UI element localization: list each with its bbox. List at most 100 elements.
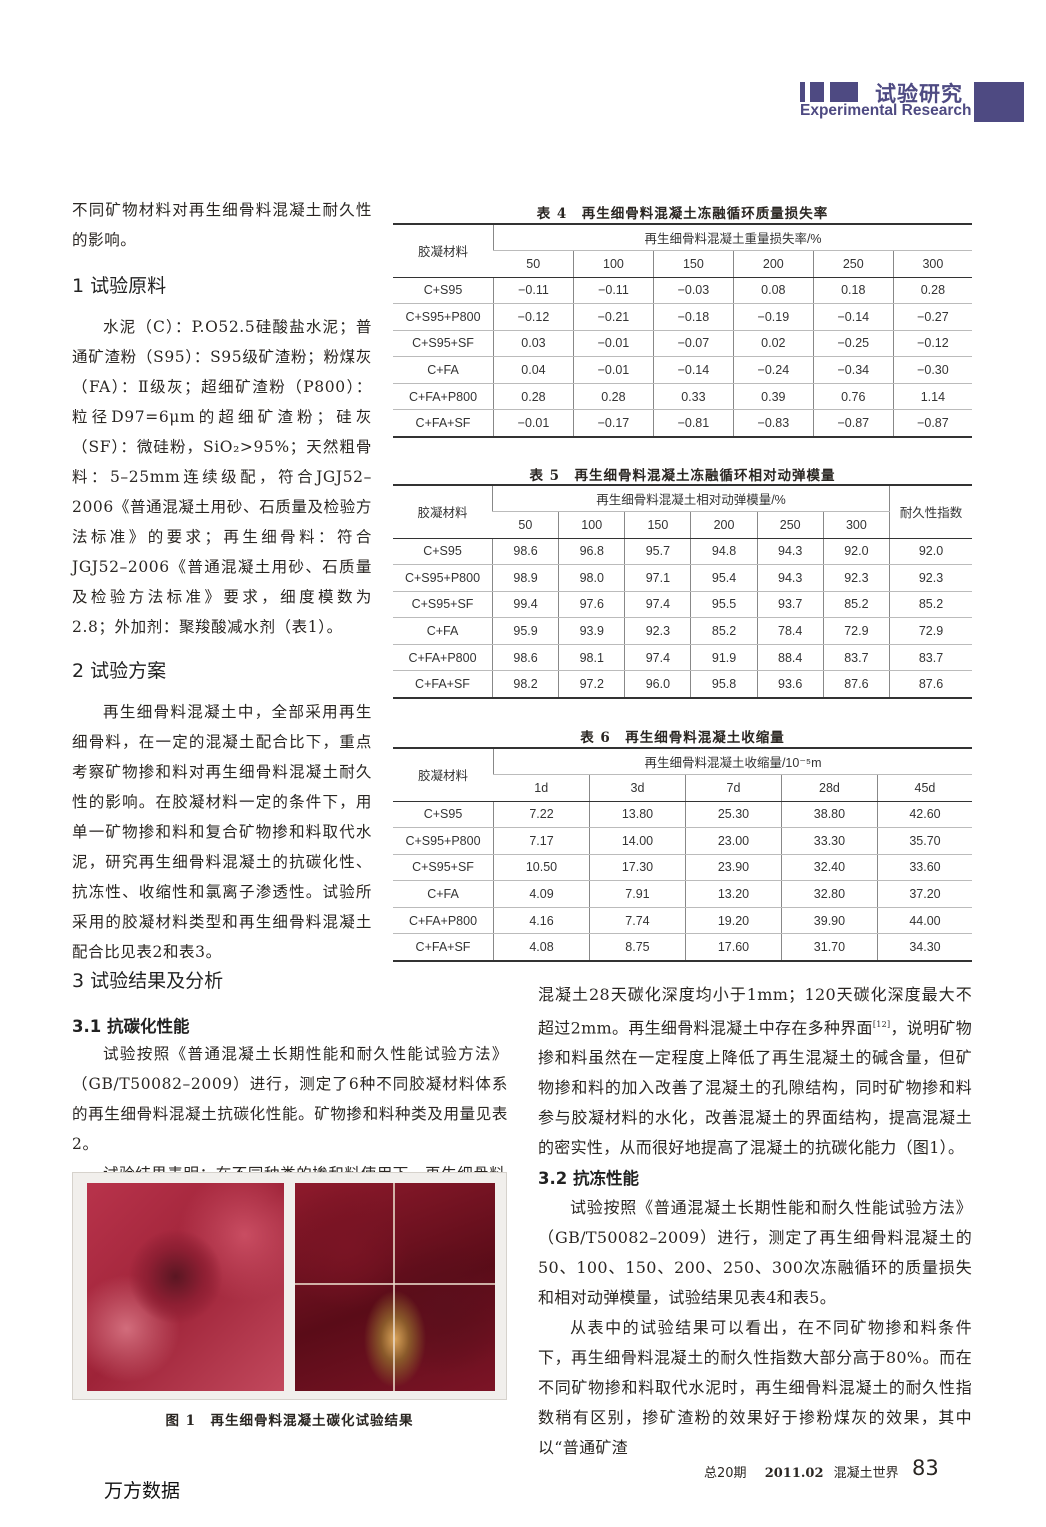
table-cell: 0.03 [493,330,574,358]
table-cell: 97.2 [558,670,625,699]
table-cell: 7.91 [588,880,686,908]
footer-info: 总20期 2011.02 混凝土世界 [704,1462,899,1481]
table-cell: 92.3 [624,617,691,645]
table-cell: 0.76 [812,383,894,411]
column-header: 100 [572,250,654,278]
table-cell: 93.9 [558,617,625,645]
table-row: C+S95+SF 10.50 17.30 23.90 32.40 33.60 [393,854,972,882]
table-row: C+S95 −0.11 −0.11 −0.03 0.08 0.18 0.28 [393,277,972,305]
table-cell: 33.60 [876,854,972,882]
table-6-group-header: 再生细骨料混凝土收缩量/10⁻⁵m [493,747,972,775]
footer-issue: 总20期 [704,1466,747,1481]
table-cell: −0.81 [652,409,734,438]
table-cell: −0.30 [892,356,972,384]
section-3-1-title: 3.1 抗碳化性能 [72,1017,190,1036]
table-cell: 98.6 [491,538,559,566]
table-cell: −0.12 [892,330,972,358]
table-cell: −0.18 [652,303,734,331]
row-label: C+FA [393,617,493,645]
table-cell: 19.20 [684,907,782,935]
table-cell: 0.04 [493,356,574,384]
row-label: C+S95 [393,277,494,305]
table-cell: −0.01 [572,356,654,384]
table-cell: 72.9 [889,617,972,645]
table-row: C+S95+P800 7.17 14.00 23.00 33.30 35.70 [393,827,972,855]
table-cell: 0.18 [812,277,894,305]
table-cell: 8.75 [588,933,686,962]
table-cell: 96.0 [624,670,691,699]
row-label: C+FA+P800 [393,907,494,935]
carbonation-discussion: 混凝土28天碳化深度均小于1mm；120天碳化深度最大不超过2mm。再生细骨料混… [538,980,972,1163]
page-number: 83 [912,1456,939,1480]
table-5-durability-header: 耐久性指数 [889,484,972,539]
row-label: C+S95+SF [393,330,494,358]
column-header: 200 [732,250,814,278]
table-row: C+FA 95.9 93.9 92.3 85.2 78.4 72.9 72.9 [393,617,972,645]
carbonation-photo-right [295,1183,495,1391]
table-6-row-header: 胶凝材料 [393,747,494,802]
table-cell: −0.12 [493,303,574,331]
table-4-caption: 表 4 再生细骨料混凝土冻融循环质量损失率 [536,206,829,222]
table-cell: 87.6 [822,670,890,699]
citation-12: [12] [872,1020,891,1029]
table-cell: −0.21 [572,303,654,331]
table-cell: 23.00 [684,827,782,855]
table-cell: 13.20 [684,880,782,908]
section-title-cn: 试验研究 [875,82,963,106]
figure-1-caption: 图 1 再生细骨料混凝土碳化试验结果 [165,1413,414,1429]
table-row: C+FA 4.09 7.91 13.20 32.80 37.20 [393,880,972,908]
table-cell: 98.0 [558,564,625,592]
row-label: C+FA [393,880,494,908]
table-cell: 97.4 [624,644,691,672]
table-cell: 0.39 [732,383,814,411]
column-header: 28d [780,774,878,802]
table-cell: 4.09 [493,880,590,908]
table-cell: 7.17 [493,827,590,855]
section-3: 3 试验结果及分析 3.1 抗碳化性能 试验按照《普通混凝土长期性能和耐久性能试… [72,966,508,1189]
section-1-title: 1 试验原料 [72,275,167,297]
footer-journal: 混凝土世界 [833,1466,899,1481]
table-5-group-header: 再生细骨料混凝土相对动弹模量/% [492,484,890,512]
row-label: C+FA+SF [393,670,493,699]
row-label: C+S95+P800 [393,564,493,592]
table-cell: 25.30 [684,801,782,829]
column-header: 50 [492,511,559,539]
row-label: C+S95+SF [393,854,494,882]
left-column: 不同矿物材料对再生细骨料混凝土耐久性的影响。 1 试验原料 水泥（C）：P.O5… [72,195,372,967]
table-row: C+FA 0.04 −0.01 −0.14 −0.24 −0.34 −0.30 [393,356,972,384]
column-header: 1d [493,774,590,802]
table-cell: 98.1 [558,644,625,672]
table-cell: 17.60 [684,933,782,962]
table-row: C+FA+SF 4.08 8.75 17.60 31.70 34.30 [393,933,972,962]
column-header: 100 [558,511,625,539]
column-header: 150 [624,511,691,539]
table-cell: 85.2 [822,591,890,619]
table-row: C+S95+P800 −0.12 −0.21 −0.18 −0.19 −0.14 −0.27 [393,303,972,331]
table-cell: −0.34 [812,356,894,384]
table-cell: 94.3 [756,564,824,592]
table-cell: 32.40 [780,854,878,882]
section-3-2-title: 3.2 抗冻性能 [538,1169,639,1189]
carbonation-text-b: ，说明矿物掺和料虽然在一定程度上降低了再生混凝土的碱含量，但矿物掺和料的加入改善… [538,1018,972,1158]
table-cell: −0.19 [732,303,814,331]
table-row: C+S95 7.22 13.80 25.30 38.80 42.60 [393,801,972,829]
table-cell: 0.28 [493,383,574,411]
table-cell: −0.14 [812,303,894,331]
table-cell: 93.7 [756,591,824,619]
table-cell: −0.25 [812,330,894,358]
table-cell: 85.2 [690,617,758,645]
table-cell: 96.8 [558,538,625,566]
table-6: 胶凝材料 再生细骨料混凝土收缩量/10⁻⁵m 1d 3d 7d 28d 45d C+S95… [393,747,972,962]
table-cell: 95.8 [690,670,758,699]
table-4-group-header: 再生细骨料混凝土重量损失率/% [493,223,972,251]
table-cell: 83.7 [889,644,972,672]
table-cell: 34.30 [876,933,972,962]
table-cell: −0.11 [572,277,654,305]
table-6-caption: 表 6 再生细骨料混凝土收缩量 [580,730,785,746]
table-row: C+S95+P800 98.9 98.0 97.1 95.4 94.3 92.3 92.3 [393,564,972,592]
table-cell: −0.17 [572,409,654,438]
column-header: 50 [493,250,574,278]
table-cell: 94.3 [756,538,824,566]
table-cell: 95.7 [624,538,691,566]
table-cell: 7.74 [588,907,686,935]
